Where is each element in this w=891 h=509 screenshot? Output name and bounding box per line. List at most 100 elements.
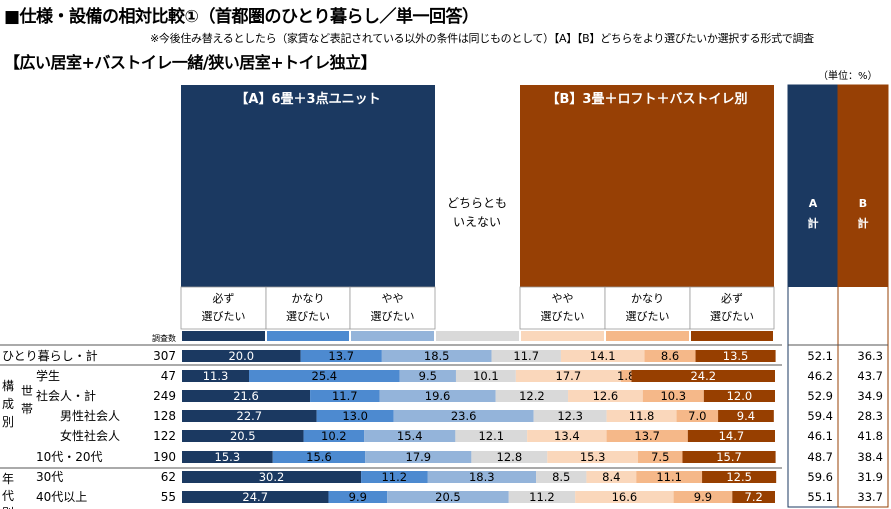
bar-segment-r5-s7 [687, 430, 775, 442]
data-label-r3-s1: 21.6 [233, 389, 259, 403]
data-label-r5-s6: 13.7 [634, 429, 660, 443]
header-mid-label-2: いえない [453, 215, 501, 229]
a-total-r7: 59.6 [807, 470, 833, 484]
data-label-r7-s3: 18.3 [469, 470, 495, 484]
bar-segment-r6-s3 [365, 451, 472, 463]
side-label-setai-2: 帯 [21, 402, 33, 416]
data-label-r4-s6: 7.0 [688, 409, 706, 423]
row-label-7: 30代 [36, 470, 63, 484]
a-total-r1: 52.1 [807, 349, 833, 363]
bar-segment-r5-s6 [606, 430, 688, 442]
category-label-2-line2: 選びたい [286, 310, 330, 323]
data-label-r6-s5: 15.3 [580, 450, 606, 464]
bar-segment-r6-s2 [272, 451, 366, 463]
header-a-block [181, 85, 435, 287]
data-label-r7-s1: 30.2 [259, 470, 285, 484]
data-label-r1-s6: 8.6 [661, 349, 679, 363]
bar-segment-r8-s4 [508, 491, 576, 503]
category-cell-3 [349, 286, 436, 330]
category-label-3-line2: 選びたい [371, 310, 415, 323]
bar-segment-r3-s7 [703, 390, 775, 402]
data-label-r3-s6: 10.3 [660, 389, 686, 403]
legend-swatch-5 [521, 331, 604, 341]
bar-segment-r5-s2 [303, 430, 365, 442]
bar-segment-r3-s5 [568, 390, 643, 402]
row-n-1: 307 [153, 349, 176, 363]
bar-segment-r2-s1 [182, 370, 250, 382]
b-total-header-2: 計 [858, 216, 869, 230]
bar-segment-r3-s4 [495, 390, 569, 402]
bar-segment-r3-s3 [379, 390, 496, 402]
side-label-kousei-1: 構 [2, 379, 14, 393]
side-label-kousei-3: 別 [2, 415, 14, 429]
bar-segment-r6-s6 [638, 451, 683, 463]
category-label-6-line1: かなり [631, 292, 664, 305]
bar-segment-r4-s3 [393, 410, 534, 422]
data-label-r8-s6: 9.9 [694, 490, 712, 504]
bar-segment-r2-s4 [455, 370, 516, 382]
b-total-r7: 31.9 [857, 470, 883, 484]
a-total-r3: 52.9 [807, 389, 833, 403]
bar-segment-r7-s5 [586, 471, 637, 483]
data-label-r1-s7: 13.5 [723, 349, 749, 363]
data-label-r4-s4: 12.3 [557, 409, 583, 423]
legend-swatch-4 [436, 331, 519, 341]
data-label-r7-s4: 8.5 [552, 470, 570, 484]
category-label-2-line1: かなり [292, 292, 325, 305]
data-label-r6-s2: 15.6 [306, 450, 332, 464]
bar-segment-r2-s3 [399, 370, 456, 382]
data-label-r5-s5: 13.4 [554, 429, 580, 443]
bar-segment-r1-s2 [300, 350, 382, 362]
row-n-3: 249 [153, 389, 176, 403]
data-label-r6-s6: 7.5 [651, 450, 669, 464]
b-total-header-1: B [859, 197, 867, 210]
a-total-r5: 46.1 [807, 429, 833, 443]
bar-segment-r2-s5 [515, 370, 621, 382]
bar-segment-r3-s6 [642, 390, 704, 402]
bar-segment-r8-s1 [182, 491, 329, 503]
row-n-6: 190 [153, 450, 176, 464]
page-title: ■仕様・設備の相対比較①（首都圏のひとり暮らし／単一回答） [4, 7, 479, 27]
legend-swatch-3 [351, 331, 434, 341]
data-label-r4-s2: 13.0 [342, 409, 368, 423]
bar-segment-r5-s1 [182, 430, 304, 442]
category-label-5-line2: 選びたい [541, 310, 585, 323]
bar-segment-r1-s5 [560, 350, 645, 362]
legend-swatch-6 [606, 331, 689, 341]
bar-segment-r5-s4 [455, 430, 528, 442]
side-label-nendai-1: 年 [2, 472, 14, 486]
bar-segment-r8-s2 [328, 491, 388, 503]
bar-segment-r1-s6 [644, 350, 696, 362]
data-label-r6-s3: 17.9 [406, 450, 432, 464]
data-label-r1-s5: 14.1 [590, 349, 616, 363]
data-label-r2-s7: 24.2 [690, 369, 716, 383]
category-label-1-line1: 必ず [213, 292, 235, 305]
data-label-r2-s4: 10.1 [473, 369, 499, 383]
data-label-r1-s1: 20.0 [228, 349, 254, 363]
bar-segment-r8-s3 [387, 491, 509, 503]
bar-segment-r4-s2 [316, 410, 394, 422]
header-b-label: 【B】3畳＋ロフト＋バストイレ別 [547, 91, 748, 107]
b-total-r5: 41.8 [857, 429, 883, 443]
bar-segment-r1-s7 [695, 350, 776, 362]
category-label-6-line2: 選びたい [626, 310, 670, 323]
a-total-r4: 59.4 [807, 409, 833, 423]
chart-subtitle: 【広い居室+バストイレ一緒/狭い居室+トイレ独立】 [4, 53, 377, 72]
data-label-r8-s3: 20.5 [435, 490, 461, 504]
header-mid-label-1: どちらとも [447, 196, 507, 210]
bar-segment-r8-s7 [732, 491, 775, 503]
row-label-3: 社会人・計 [36, 388, 96, 403]
header-b-total-block [838, 85, 888, 287]
row-label-8: 40代以上 [36, 490, 87, 504]
a-total-r8: 55.1 [807, 490, 833, 504]
bar-segment-r4-s5 [606, 410, 677, 422]
row-label-5: 女性社会人 [60, 428, 120, 443]
data-label-r2-s3: 9.5 [419, 369, 437, 383]
bar-segment-r7-s4 [536, 471, 587, 483]
data-label-r6-s7: 15.7 [716, 450, 742, 464]
bar-segment-r4-s6 [676, 410, 719, 422]
legend-swatch-7 [691, 331, 773, 341]
header-a-label: 【A】6畳＋3点ユニット [235, 91, 380, 107]
row-n-4: 128 [153, 409, 176, 423]
